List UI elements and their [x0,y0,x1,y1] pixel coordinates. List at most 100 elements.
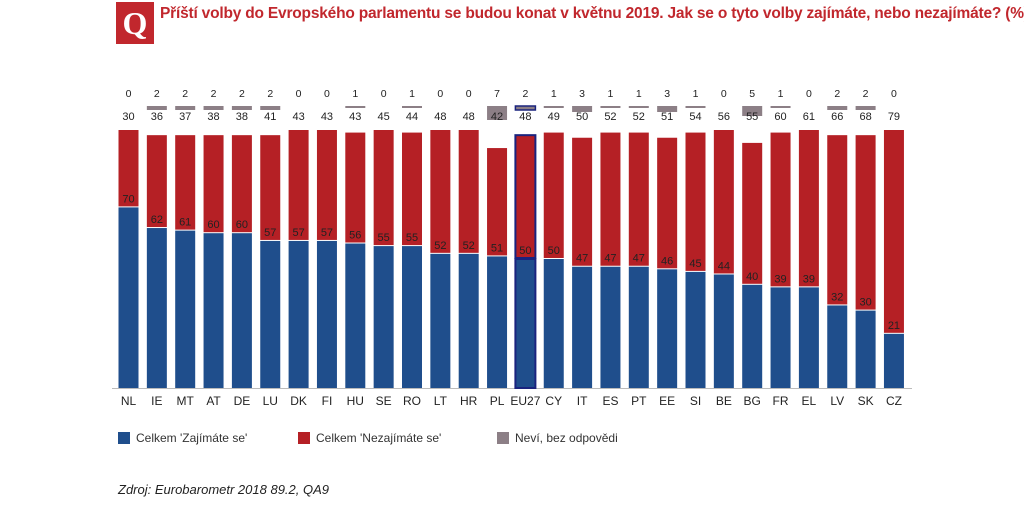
bar-dont-know-bg [742,106,763,116]
label-not-interested-lt: 48 [434,111,446,123]
label-dont-know-es: 1 [608,88,614,100]
label-dont-know-se: 0 [381,88,387,100]
category-label-ie: IE [151,394,162,408]
bar-not-interested-lu [260,135,281,240]
label-interested-hr: 52 [463,240,475,252]
label-interested-es: 47 [604,253,616,265]
label-not-interested-pl: 42 [491,111,503,123]
bar-interested-sk [855,310,876,388]
bar-interested-pt [628,266,649,388]
label-not-interested-it: 50 [576,111,588,123]
category-label-be: BE [716,394,732,408]
bar-not-interested-at [203,135,224,233]
label-dont-know-ie: 2 [154,88,160,100]
legend-swatch-not-interested [298,432,310,444]
legend-swatch-interested [118,432,130,444]
category-label-hu: HU [347,394,364,408]
bar-interested-it [572,266,593,388]
label-not-interested-dk: 43 [292,111,304,123]
label-interested-be: 44 [718,260,730,272]
bar-dont-know-pl [487,106,508,120]
label-dont-know-hu: 1 [352,88,358,100]
bar-interested-dk [288,240,309,388]
label-not-interested-mt: 37 [179,111,191,123]
bar-interested-pl [487,256,508,388]
label-not-interested-fr: 60 [774,111,786,123]
label-interested-sk: 30 [859,297,871,309]
bar-not-interested-be [713,130,734,274]
bar-not-interested-si [685,132,706,271]
bar-interested-lu [260,240,281,388]
category-label-pl: PL [490,394,505,408]
label-not-interested-hu: 43 [349,111,361,123]
bar-not-interested-lt [430,130,451,253]
label-dont-know-mt: 2 [182,88,188,100]
label-not-interested-be: 56 [718,111,730,123]
label-interested-lv: 32 [831,291,843,303]
label-dont-know-ro: 1 [409,88,415,100]
label-dont-know-be: 0 [721,88,727,100]
bar-not-interested-nl [118,130,139,207]
source-note: Zdroj: Eurobarometr 2018 89.2, QA9 [118,482,330,497]
label-not-interested-ee: 51 [661,111,673,123]
bar-dont-know-fr [770,106,791,108]
category-label-el: EL [802,394,817,408]
label-not-interested-es: 52 [604,111,616,123]
bar-interested-si [685,271,706,388]
legend-item-interested: Celkem 'Zajímáte se' [118,431,247,445]
bar-interested-hr [458,253,479,388]
label-interested-at: 60 [207,219,219,231]
label-dont-know-cz: 0 [891,88,897,100]
bar-dont-know-de [231,106,252,110]
label-not-interested-at: 38 [207,111,219,123]
label-dont-know-fr: 1 [778,88,784,100]
label-not-interested-eu27: 48 [519,111,531,123]
bar-interested-hu [345,243,366,388]
label-not-interested-nl: 30 [122,111,134,123]
bar-dont-know-lv [827,106,848,110]
label-not-interested-lu: 41 [264,111,276,123]
bar-interested-mt [175,230,196,388]
label-not-interested-si: 54 [689,111,701,123]
label-interested-lu: 57 [264,227,276,239]
label-not-interested-hr: 48 [463,111,475,123]
category-label-bg: BG [744,394,761,408]
bar-interested-ro [402,246,422,388]
label-interested-fi: 57 [321,227,333,239]
bar-dont-know-ro [402,106,422,108]
category-label-it: IT [577,394,588,408]
bar-not-interested-mt [175,135,196,230]
bar-interested-lt [430,253,451,388]
bar-dont-know-cy [543,106,564,108]
bar-interested-bg [742,284,763,388]
bar-not-interested-es [600,132,621,266]
category-label-pt: PT [631,394,647,408]
label-interested-mt: 61 [179,217,191,229]
label-not-interested-cy: 49 [548,111,560,123]
label-interested-el: 39 [803,273,815,285]
label-interested-bg: 40 [746,271,758,283]
label-not-interested-cz: 79 [888,111,900,123]
category-label-si: SI [690,394,701,408]
legend-item-dont-know: Neví, bez odpovědi [497,431,618,445]
label-dont-know-hr: 0 [466,88,472,100]
category-label-nl: NL [121,394,137,408]
label-interested-cz: 21 [888,320,900,332]
label-dont-know-pl: 7 [494,88,500,100]
category-label-se: SE [376,394,392,408]
bar-not-interested-fr [770,132,791,287]
category-label-hr: HR [460,394,478,408]
category-label-sk: SK [858,394,874,408]
bar-interested-nl [118,207,139,388]
label-dont-know-de: 2 [239,88,245,100]
label-not-interested-bg: 55 [746,111,758,123]
label-not-interested-pt: 52 [633,111,645,123]
bar-dont-know-at [203,106,224,110]
label-interested-si: 45 [689,258,701,270]
category-label-eu27: EU27 [510,394,540,408]
category-label-dk: DK [290,394,307,408]
bar-not-interested-lv [827,135,848,305]
label-interested-ro: 55 [406,232,418,244]
bar-not-interested-it [572,137,593,266]
